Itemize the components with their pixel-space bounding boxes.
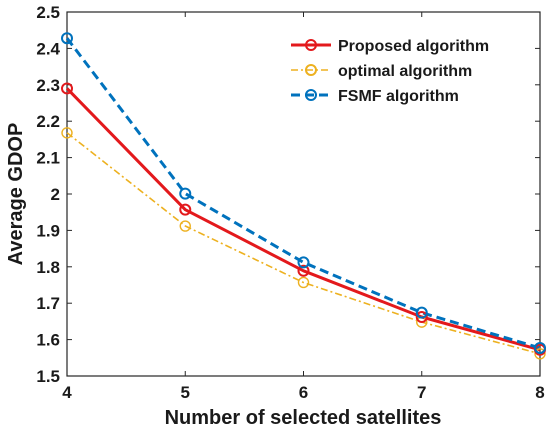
data-point	[179, 220, 191, 232]
x-tick-label: 4	[62, 383, 72, 402]
legend-label: Proposed algorithm	[338, 38, 489, 55]
series-line-1	[66, 132, 541, 355]
data-point	[179, 187, 192, 200]
data-point	[297, 256, 310, 269]
y-axis: 1.5 1.6 1.7 1.8 1.9 2 2.1 2.2 2.3 2.4 2.5	[36, 3, 540, 386]
series-line-0	[65, 87, 541, 352]
data-point	[179, 203, 192, 216]
data-point	[415, 311, 428, 324]
x-axis: 4 5 6 7 8	[62, 12, 545, 402]
legend-label: FSMF algorithm	[338, 88, 459, 105]
data-point	[297, 264, 310, 277]
y-tick-label: 2.4	[36, 39, 60, 58]
data-point	[534, 341, 546, 354]
y-tick-label: 1.7	[36, 294, 60, 313]
data-point	[61, 82, 73, 95]
y-tick-label: 1.8	[36, 258, 60, 277]
data-point	[61, 127, 73, 139]
y-tick-label: 2	[51, 185, 60, 204]
y-tick-label: 1.9	[36, 221, 60, 240]
data-point	[415, 306, 428, 319]
x-axis-label: Number of selected satellites	[165, 407, 442, 429]
legend-label: optimal algorithm	[338, 63, 472, 80]
data-point	[61, 32, 73, 45]
legend-marker	[305, 39, 317, 51]
legend: Proposed algorithm optimal algorithm FSMF …	[282, 28, 534, 106]
legend-marker	[305, 89, 317, 101]
data-point	[297, 276, 310, 289]
y-tick-label: 1.5	[36, 367, 60, 386]
y-tick-label: 2.2	[36, 112, 60, 131]
legend-marker	[305, 64, 317, 76]
y-tick-label: 1.6	[36, 331, 60, 350]
y-tick-label: 2.3	[36, 76, 60, 95]
series-line-2	[65, 37, 541, 350]
x-tick-label: 7	[417, 383, 426, 402]
x-tick-label: 5	[181, 383, 190, 402]
y-axis-label: Average GDOP	[5, 123, 27, 266]
series-lines	[65, 37, 541, 355]
x-tick-label: 8	[535, 383, 544, 402]
series-markers	[61, 32, 546, 360]
y-tick-label: 2.5	[36, 3, 60, 22]
x-tick-label: 6	[299, 383, 308, 402]
legend-box	[282, 28, 534, 106]
y-tick-label: 2.1	[36, 149, 60, 168]
data-point	[534, 348, 546, 360]
